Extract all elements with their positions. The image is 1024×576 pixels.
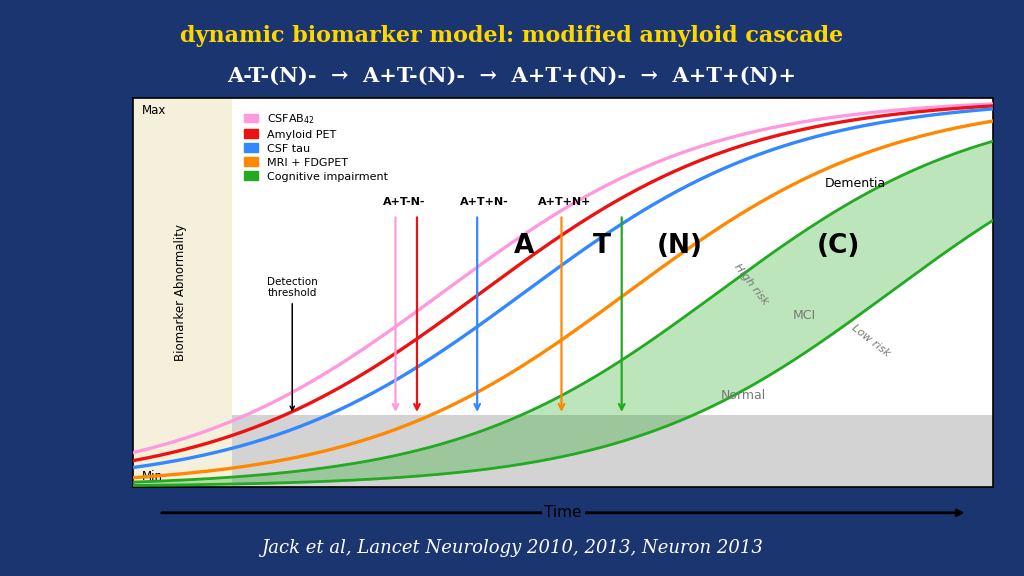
- Text: (C): (C): [817, 233, 860, 259]
- Text: High risk: High risk: [732, 262, 770, 307]
- Text: A+T-N-: A+T-N-: [383, 197, 425, 207]
- Text: dynamic biomarker model: modified amyloid cascade: dynamic biomarker model: modified amyloi…: [180, 25, 844, 47]
- Text: Biomarker Abnormality: Biomarker Abnormality: [174, 224, 187, 361]
- Text: A: A: [514, 233, 535, 259]
- Legend: CSFAB$_{42}$, Amyloid PET, CSF tau, MRI + FDGPET, Cognitive impairment: CSFAB$_{42}$, Amyloid PET, CSF tau, MRI …: [240, 107, 392, 186]
- Bar: [133, 98, 232, 487]
- Text: Low risk: Low risk: [850, 323, 892, 359]
- Text: Normal: Normal: [721, 389, 766, 402]
- Text: MCI: MCI: [793, 309, 815, 322]
- Text: Min: Min: [141, 470, 163, 483]
- Text: A+T+N+: A+T+N+: [539, 197, 592, 207]
- Text: Max: Max: [141, 104, 166, 117]
- Text: (N): (N): [656, 233, 702, 259]
- Text: Detection
threshold: Detection threshold: [267, 276, 317, 410]
- Text: T: T: [593, 233, 611, 259]
- Bar: [232, 415, 993, 487]
- Text: A-T-(N)-  →  A+T-(N)-  →  A+T+(N)-  →  A+T+(N)+: A-T-(N)- → A+T-(N)- → A+T+(N)- → A+T+(N)…: [227, 66, 797, 86]
- Text: A+T+N-: A+T+N-: [460, 197, 509, 207]
- Text: Time: Time: [545, 505, 582, 520]
- Text: Dementia: Dementia: [825, 177, 887, 190]
- Text: Jack et al, Lancet Neurology 2010, 2013, Neuron 2013: Jack et al, Lancet Neurology 2010, 2013,…: [261, 539, 763, 558]
